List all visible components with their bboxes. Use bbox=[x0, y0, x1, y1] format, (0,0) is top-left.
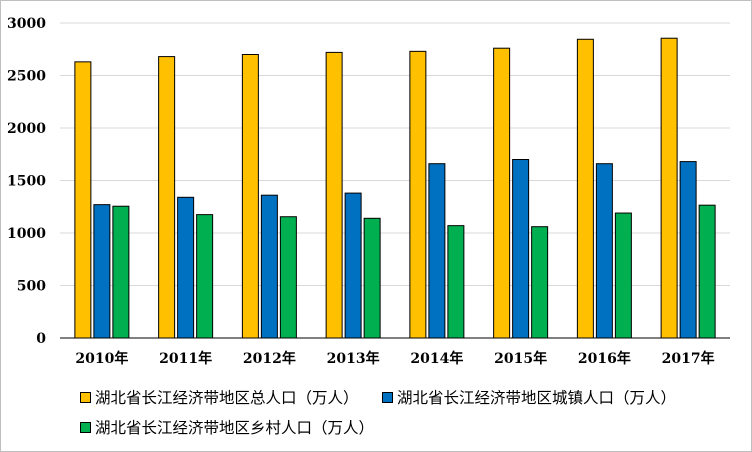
y-axis-tick-labels: 0 500 1000 1500 2000 2500 3000 bbox=[7, 16, 46, 347]
y-tick-label: 2500 bbox=[7, 69, 46, 85]
bar-rural-2012年 bbox=[279, 216, 297, 339]
bar-rural-2013年 bbox=[363, 217, 381, 339]
bars bbox=[74, 37, 716, 339]
bar-rural-2014年 bbox=[447, 225, 465, 339]
y-tick-label: 500 bbox=[17, 279, 46, 295]
legend-item-rural: 湖北省长江经济带地区乡村人口（万人） bbox=[80, 416, 374, 438]
x-tick-label: 2011年 bbox=[159, 350, 212, 367]
bar-rural-2017年 bbox=[698, 204, 716, 339]
legend-swatch-total bbox=[80, 391, 91, 403]
legend-label-total: 湖北省长江经济带地区总人口（万人） bbox=[95, 389, 359, 407]
bar-urban-2017年 bbox=[679, 161, 697, 339]
legend-swatch-urban bbox=[382, 391, 393, 403]
bar-urban-2012年 bbox=[260, 194, 278, 339]
bar-total-2011年 bbox=[158, 56, 176, 339]
bar-urban-2014年 bbox=[428, 163, 446, 339]
x-axis-tick-labels: 2010年 2011年 2012年 2013年 2014年 2015年 2016年 2017年 bbox=[75, 350, 714, 367]
x-tick-label: 2012年 bbox=[243, 350, 296, 367]
bar-rural-2015年 bbox=[531, 226, 549, 339]
bar-urban-2010年 bbox=[93, 204, 111, 339]
x-tick-label: 2013年 bbox=[327, 350, 380, 367]
y-tick-label: 3000 bbox=[7, 16, 46, 32]
x-tick-label: 2016年 bbox=[578, 350, 631, 367]
bar-chart: 0 500 1000 1500 2000 2500 3000 2010年 2011年 2012年… bbox=[7, 16, 730, 367]
legend-label-rural: 湖北省长江经济带地区乡村人口（万人） bbox=[95, 419, 375, 437]
bar-total-2013年 bbox=[325, 51, 343, 339]
bar-total-2014年 bbox=[409, 50, 427, 339]
y-tick-label: 1000 bbox=[7, 226, 46, 242]
bar-rural-2016年 bbox=[614, 212, 632, 339]
bar-urban-2016年 bbox=[595, 163, 613, 339]
bar-rural-2011年 bbox=[196, 214, 214, 339]
x-tick-label: 2010年 bbox=[75, 350, 128, 367]
bar-total-2016年 bbox=[576, 38, 594, 339]
y-tick-label: 1500 bbox=[7, 174, 46, 190]
legend-label-urban: 湖北省长江经济带地区城镇人口（万人） bbox=[397, 389, 677, 407]
bar-total-2015年 bbox=[493, 47, 511, 339]
bar-rural-2010年 bbox=[112, 205, 130, 339]
x-tick-label: 2017年 bbox=[662, 350, 715, 367]
y-tick-label: 0 bbox=[36, 331, 46, 347]
x-tick-label: 2015年 bbox=[494, 350, 547, 367]
bar-total-2010年 bbox=[74, 61, 92, 339]
bar-urban-2015年 bbox=[512, 159, 530, 339]
y-tick-label: 2000 bbox=[7, 121, 46, 137]
bar-urban-2011年 bbox=[177, 196, 195, 339]
bar-urban-2013年 bbox=[344, 192, 362, 339]
legend-swatch-rural bbox=[80, 421, 91, 433]
x-tick-label: 2014年 bbox=[410, 350, 463, 367]
bar-total-2012年 bbox=[241, 54, 259, 339]
legend: 湖北省长江经济带地区总人口（万人） 湖北省长江经济带地区城镇人口（万人） 湖北省… bbox=[80, 386, 730, 446]
bar-total-2017年 bbox=[660, 37, 678, 339]
legend-item-total: 湖北省长江经济带地区总人口（万人） bbox=[80, 386, 359, 408]
legend-item-urban: 湖北省长江经济带地区城镇人口（万人） bbox=[382, 386, 676, 408]
